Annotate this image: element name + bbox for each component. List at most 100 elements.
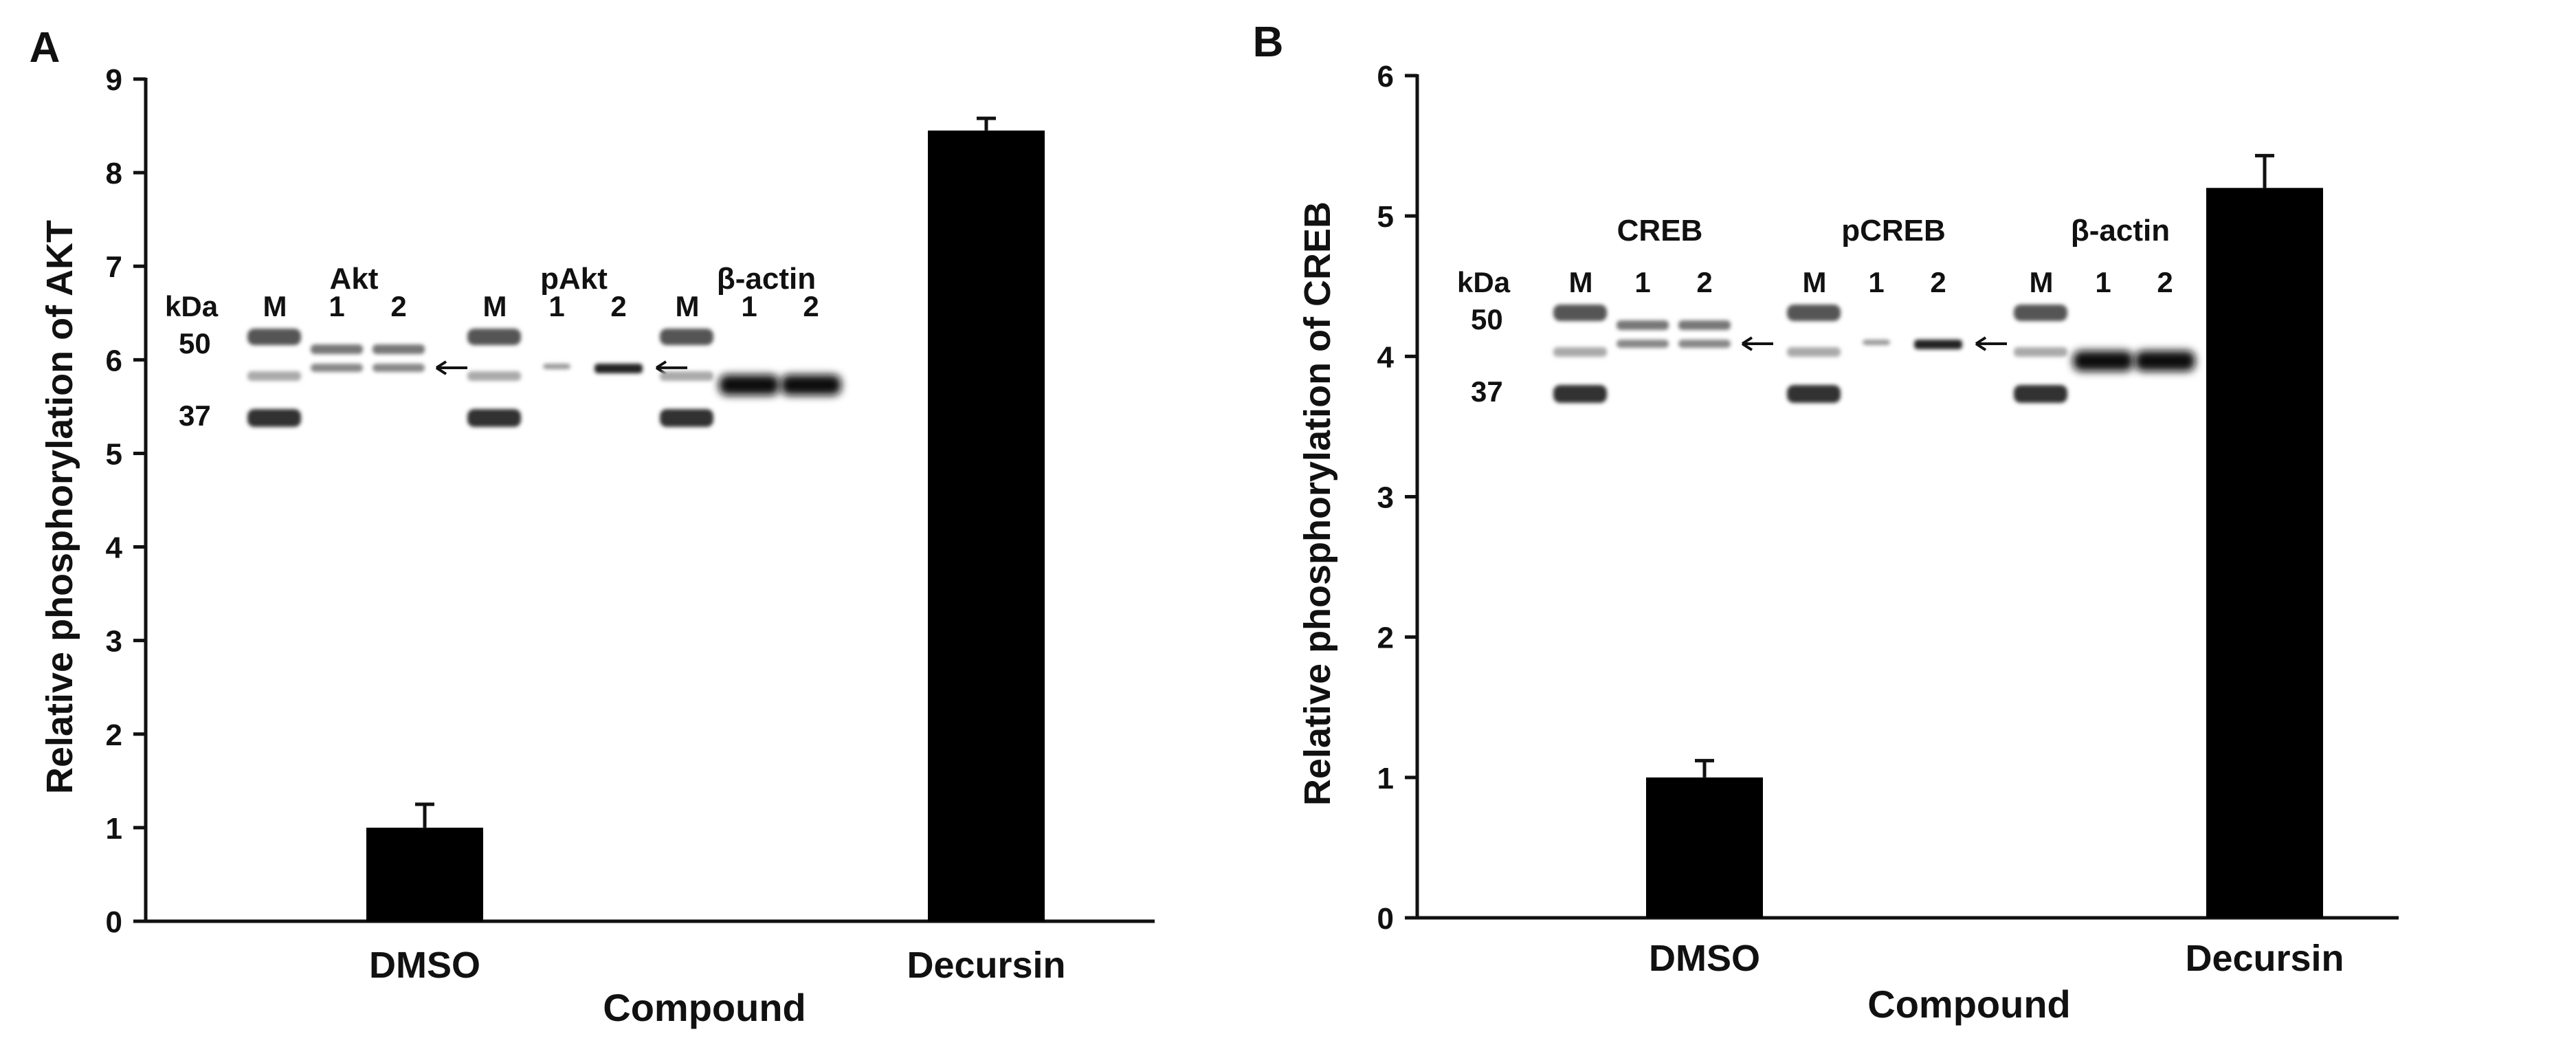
blot-lane-label: 1 <box>2095 266 2111 298</box>
blot-band <box>660 371 713 381</box>
blot-lane-label: M <box>2030 266 2054 298</box>
blot-band <box>1617 340 1669 348</box>
blot-arrow-head <box>1741 336 1753 351</box>
blot-band <box>2014 385 2067 403</box>
y-tick-label: 0 <box>1377 902 1394 936</box>
y-tick-label: 3 <box>106 625 122 659</box>
blot-band <box>1787 385 1841 403</box>
blot-lane-label: 2 <box>803 290 819 322</box>
blot-lane-label: M <box>1569 266 1593 298</box>
chart-panel-a: A 0 1 2 3 4 5 6 7 8 9 Relative phosphorylation of A… <box>30 24 1155 1029</box>
blot-band <box>2014 305 2067 321</box>
blot-marker-lane <box>2014 305 2067 403</box>
blot-group-title: CREB <box>1617 214 1703 248</box>
bar-decursin <box>2206 188 2323 918</box>
blot-band <box>1678 320 1731 330</box>
blot-band <box>1553 385 1607 403</box>
blot-band <box>660 329 713 345</box>
blot-lane-label: M <box>483 290 507 322</box>
y-tick-label: 1 <box>106 812 122 846</box>
blot-band <box>2014 347 2067 357</box>
bar-decursin <box>928 130 1045 922</box>
bar-dmso <box>1646 777 1763 918</box>
blot-lane-label: M <box>676 290 700 322</box>
blot-band <box>247 371 301 381</box>
y-tick-label: 4 <box>1377 340 1395 374</box>
blot-band <box>467 371 521 381</box>
blot-group-title: β-actin <box>717 262 816 296</box>
blot-band <box>1553 347 1607 357</box>
blot-band <box>719 375 779 395</box>
y-tick-label: 2 <box>1377 622 1394 655</box>
blot-band <box>1914 340 1962 349</box>
category-label: DMSO <box>369 945 480 986</box>
kda-marker-50: 50 <box>1471 303 1503 336</box>
y-tick-label: 5 <box>106 437 122 471</box>
blot-band <box>1863 340 1890 345</box>
blot-band <box>373 344 425 354</box>
y-tick-label: 8 <box>106 157 122 190</box>
blot-band <box>311 344 363 354</box>
y-axis-label: Relative phosphorylation of AKT <box>39 220 80 794</box>
blot-lane-label: M <box>1803 266 1827 298</box>
blot-group-title: pCREB <box>1841 214 1946 248</box>
blot-marker-lane <box>660 329 713 427</box>
y-tick-label: 1 <box>1377 762 1394 795</box>
blot-band <box>247 329 301 345</box>
blot-band <box>247 409 301 427</box>
blot-band <box>311 364 363 372</box>
y-tick-label: 3 <box>1377 481 1394 515</box>
kda-marker-50: 50 <box>179 327 211 360</box>
blot-band <box>1553 305 1607 321</box>
western-blot-inset: kDa 50 37 CREB M 1 2 pCREB M 1 2 β-actin M 1 2 <box>1457 214 2195 408</box>
blot-lane-label: 1 <box>741 290 757 322</box>
y-tick-label: 7 <box>106 250 122 284</box>
blot-lane-label: 2 <box>1930 266 1946 298</box>
blot-band <box>2135 351 2195 371</box>
category-label: Decursin <box>907 945 1065 986</box>
blot-band <box>1787 305 1841 321</box>
blot-group-title: Akt <box>330 262 379 296</box>
blot-lane-label: 2 <box>390 290 406 322</box>
blot-lane-label: 1 <box>1634 266 1650 298</box>
blot-band <box>781 375 841 395</box>
kda-header: kDa <box>165 290 219 322</box>
category-label: DMSO <box>1649 938 1760 979</box>
blot-marker-lane <box>467 329 521 427</box>
panel-label: A <box>30 24 60 72</box>
blot-band <box>467 409 521 427</box>
kda-header: kDa <box>1457 266 1511 298</box>
blot-lane-label: 2 <box>2157 266 2173 298</box>
blot-lane-label: 2 <box>1696 266 1712 298</box>
blot-marker-lane <box>247 329 301 427</box>
blot-lane-label: 1 <box>329 290 344 322</box>
blot-arrow-head <box>435 360 447 375</box>
bar-dmso <box>366 827 483 921</box>
blot-lane-label: 1 <box>548 290 564 322</box>
y-tick-label: 0 <box>106 905 122 939</box>
blot-group-title: pAkt <box>540 262 608 296</box>
blot-band <box>595 364 643 373</box>
panel-label: B <box>1253 19 1284 66</box>
x-axis-label: Compound <box>603 986 806 1029</box>
y-tick-label: 5 <box>1377 200 1394 234</box>
blot-arrow-head <box>1975 336 1987 351</box>
blot-lane-label: M <box>263 290 287 322</box>
blot-band <box>467 329 521 345</box>
blot-band <box>2073 351 2133 371</box>
y-tick-label: 6 <box>106 344 122 377</box>
blot-band <box>660 409 713 427</box>
chart-panel-b: B 0 1 2 3 4 5 6 Relative phosphorylation of CREB… <box>1253 19 2399 1026</box>
y-tick-label: 6 <box>1377 60 1394 94</box>
blot-band <box>1787 347 1841 357</box>
kda-marker-37: 37 <box>179 399 211 432</box>
blot-group-title: β-actin <box>2071 214 2170 248</box>
y-tick-label: 2 <box>106 718 122 752</box>
blot-lane-label: 2 <box>610 290 626 322</box>
blot-marker-lane <box>1787 305 1841 403</box>
blot-lane-label: 1 <box>1868 266 1884 298</box>
kda-marker-37: 37 <box>1471 375 1503 408</box>
blot-marker-lane <box>1553 305 1607 403</box>
